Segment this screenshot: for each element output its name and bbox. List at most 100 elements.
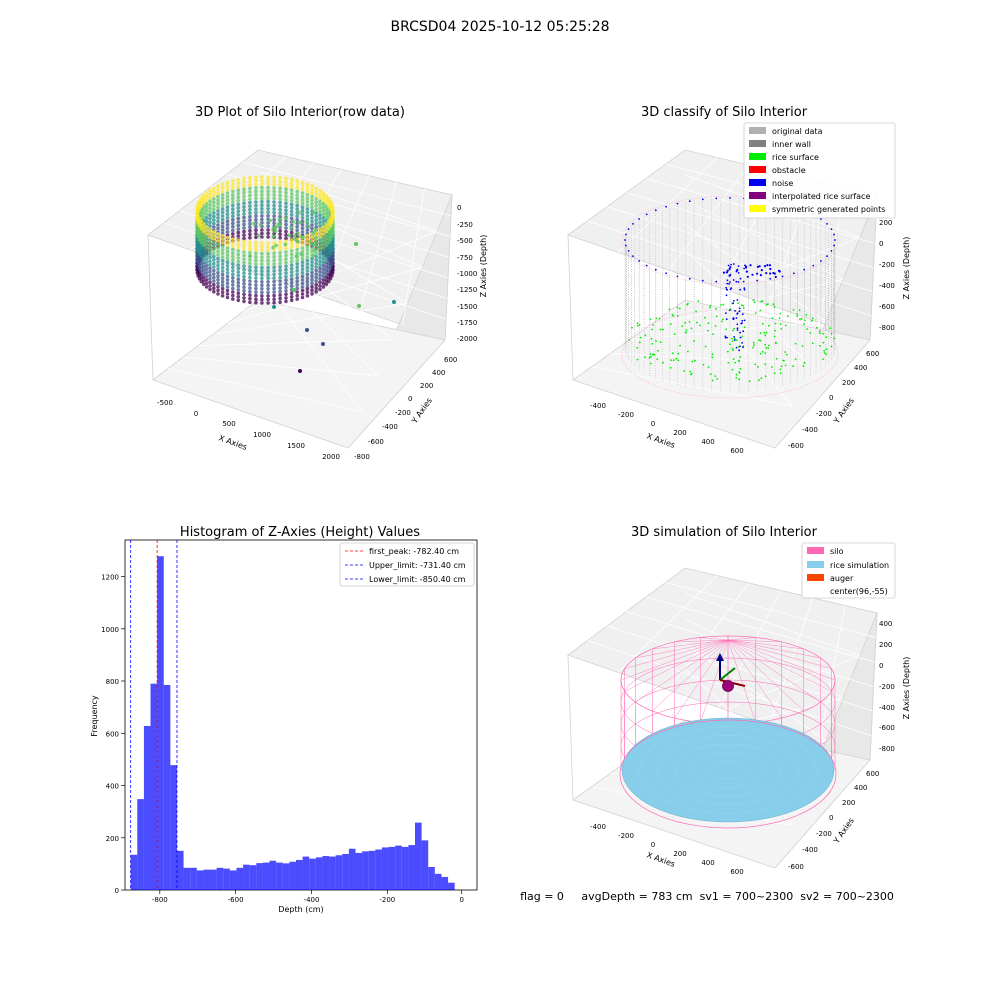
rice-surface-point bbox=[644, 356, 646, 359]
noise-point bbox=[756, 272, 759, 275]
raw-point bbox=[260, 265, 264, 270]
raw-point bbox=[236, 277, 241, 282]
raw-point bbox=[254, 224, 258, 229]
rice-surface-point bbox=[649, 318, 652, 321]
rice-surface-point bbox=[691, 360, 694, 363]
raw-point bbox=[231, 228, 235, 233]
raw-point bbox=[254, 258, 258, 263]
raw-point bbox=[208, 245, 212, 249]
raw-point bbox=[318, 220, 322, 225]
noise-point bbox=[665, 272, 667, 275]
raw-point bbox=[260, 199, 264, 204]
rice-surface-point bbox=[764, 352, 767, 354]
raw-point bbox=[305, 244, 310, 249]
raw-point bbox=[289, 216, 294, 221]
raw-point bbox=[300, 292, 305, 296]
noise-point bbox=[724, 335, 727, 338]
raw-point bbox=[220, 279, 225, 284]
raw-point bbox=[310, 260, 314, 264]
raw-point bbox=[305, 220, 310, 224]
classify-z-tick-labels: -800 -600 -400 -200 0 200 bbox=[879, 219, 895, 332]
rice-surface-point bbox=[636, 322, 639, 324]
raw-panel-title: 3D Plot of Silo Interior(row data) bbox=[195, 105, 405, 120]
raw-point bbox=[260, 290, 264, 295]
raw-point bbox=[289, 280, 294, 285]
histogram-bar bbox=[190, 867, 197, 890]
gridline bbox=[684, 592, 861, 656]
rice-surface-point bbox=[801, 345, 804, 347]
raw-point bbox=[199, 196, 204, 201]
raw-point bbox=[289, 291, 294, 296]
raw-point bbox=[321, 205, 326, 209]
raw-point bbox=[305, 210, 310, 215]
noise-point bbox=[632, 223, 634, 225]
raw-point bbox=[284, 190, 288, 195]
raw-point bbox=[254, 297, 258, 302]
gridline bbox=[227, 266, 423, 324]
noise-point bbox=[724, 336, 727, 339]
raw-point bbox=[266, 178, 270, 183]
raw-gridlines bbox=[163, 156, 452, 413]
silo-roof-line bbox=[674, 639, 729, 719]
noise-point bbox=[728, 282, 730, 285]
raw-point bbox=[278, 197, 282, 201]
raw-outlier-point bbox=[321, 342, 325, 346]
raw-point bbox=[289, 263, 294, 267]
raw-point bbox=[328, 199, 333, 203]
raw-point bbox=[266, 189, 270, 193]
raw-point bbox=[266, 255, 270, 259]
noise-point bbox=[763, 265, 767, 268]
cls-xtick: 600 bbox=[730, 447, 743, 455]
raw-point bbox=[260, 297, 264, 302]
raw-point bbox=[225, 264, 230, 268]
raw-point bbox=[248, 272, 252, 276]
raw-point bbox=[220, 262, 225, 266]
raw-point bbox=[295, 293, 300, 298]
silo-roof-line bbox=[624, 639, 729, 692]
raw-point bbox=[295, 283, 300, 287]
hist-xtick: -400 bbox=[304, 896, 320, 904]
rice-surface-point bbox=[677, 359, 680, 362]
noise-point bbox=[725, 294, 728, 297]
rice-surface-point bbox=[758, 339, 760, 341]
raw-point bbox=[300, 260, 305, 265]
raw-point bbox=[321, 263, 326, 268]
noise-point bbox=[654, 209, 657, 212]
classify-xlabel: X Axies bbox=[645, 431, 676, 450]
raw-point bbox=[242, 233, 246, 237]
legend-label: original data bbox=[772, 127, 823, 136]
raw-point bbox=[266, 294, 270, 298]
rice-mesh-ring bbox=[674, 743, 782, 797]
raw-point bbox=[324, 279, 329, 283]
noise-point bbox=[726, 336, 728, 339]
raw-point bbox=[216, 249, 220, 254]
rice-surface-point bbox=[649, 362, 652, 365]
raw-point bbox=[314, 268, 319, 273]
raw-point bbox=[306, 224, 311, 229]
raw-point bbox=[201, 257, 206, 262]
raw-point bbox=[248, 289, 252, 294]
rice-surface-point bbox=[729, 343, 731, 346]
raw-point bbox=[305, 207, 310, 211]
raw-point bbox=[284, 274, 288, 279]
raw-point bbox=[278, 293, 282, 297]
sim-ytick: 400 bbox=[854, 784, 867, 792]
raw-point bbox=[289, 252, 294, 257]
histogram-bar bbox=[428, 867, 435, 890]
hist-xtick: -200 bbox=[379, 896, 395, 904]
raw-point bbox=[318, 192, 322, 196]
raw-point bbox=[225, 295, 230, 300]
raw-point bbox=[324, 247, 329, 251]
noise-point bbox=[688, 277, 691, 280]
rice-surface-point bbox=[704, 345, 707, 348]
simulation-z-tick-labels: -800 -600 -400 -200 0 200 400 bbox=[879, 620, 895, 753]
rice-surface-point bbox=[650, 355, 652, 358]
rice-surface-point bbox=[731, 340, 734, 342]
raw-point bbox=[260, 301, 264, 305]
cls-ytick: -400 bbox=[802, 426, 818, 434]
raw-point bbox=[208, 277, 212, 281]
raw-point bbox=[310, 256, 314, 261]
raw-point bbox=[216, 212, 220, 217]
raw-point bbox=[204, 201, 209, 206]
raw-point bbox=[305, 272, 310, 277]
